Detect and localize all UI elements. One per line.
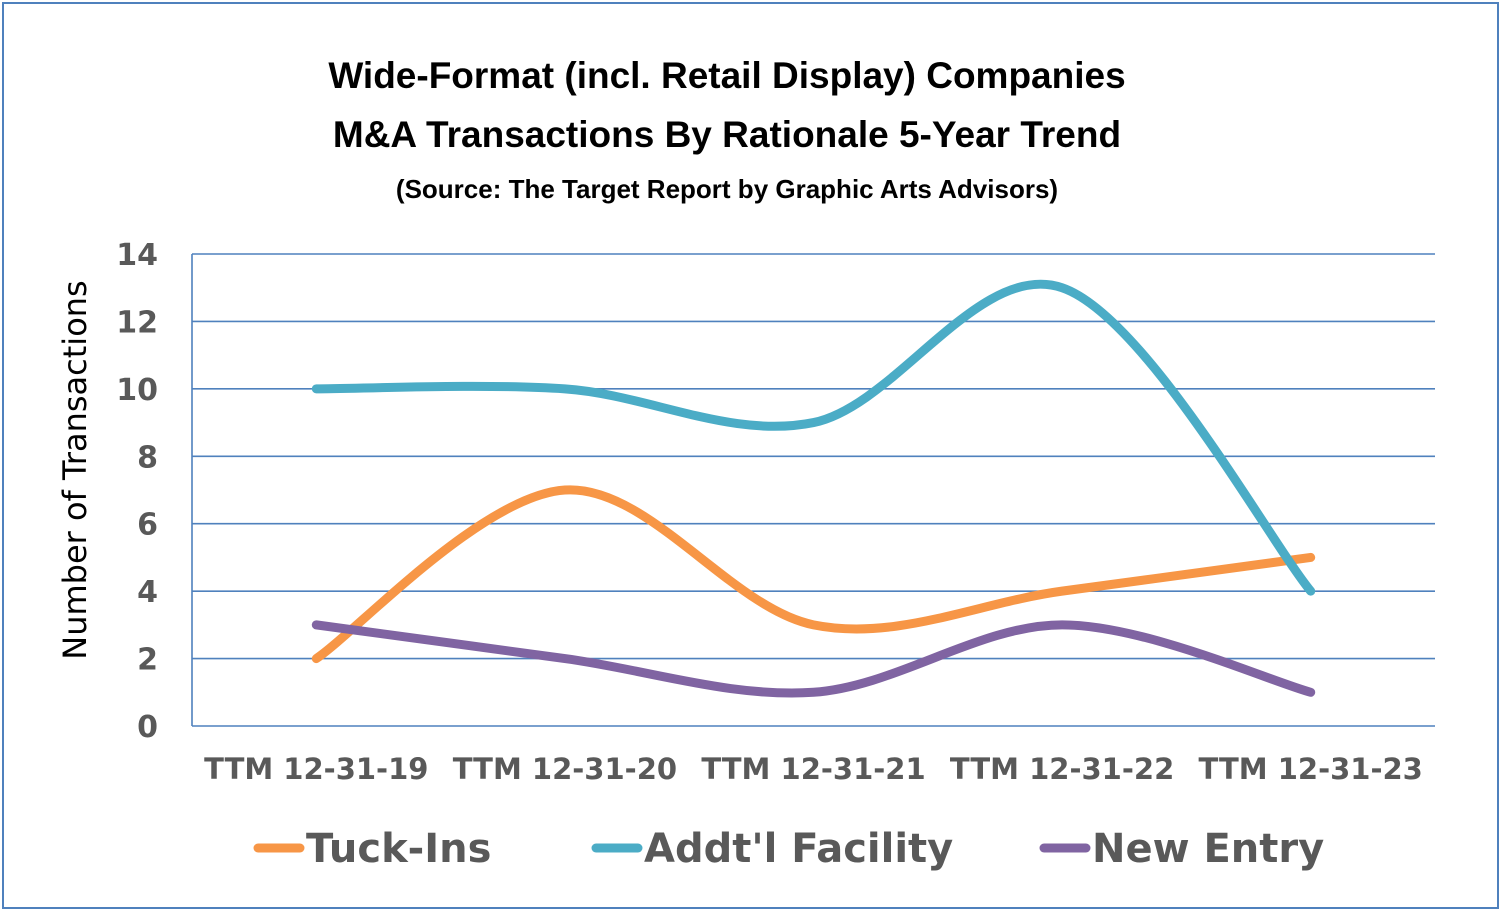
x-tick-label: TTM 12-31-22 (950, 752, 1174, 786)
x-tick-label: TTM 12-31-21 (701, 752, 925, 786)
series-line-tuck-ins (311, 485, 1316, 664)
x-tick-label: TTM 12-31-19 (204, 752, 428, 786)
y-tick-label: 6 (137, 508, 158, 543)
y-tick-label: 14 (116, 238, 158, 273)
y-tick-label: 10 (116, 373, 158, 408)
x-tick-labels: TTM 12-31-19 TTM 12-31-20 TTM 12-31-21 TTM … (204, 752, 1423, 786)
x-tick-label: TTM 12-31-20 (453, 752, 677, 786)
series-line-new-entry (311, 620, 1316, 698)
y-tick-label: 12 (116, 305, 158, 340)
y-tick-label: 0 (137, 710, 158, 745)
series-line-addt-l-facility (311, 279, 1316, 596)
legend-label-addt-l-facility: Addt'l Facility (644, 826, 953, 872)
y-axis-label: Number of Transactions (56, 280, 94, 659)
chart-title-line2: M&A Transactions By Rationale 5-Year Tre… (333, 114, 1121, 155)
legend: Tuck-Ins Addt'l Facility New Entry (253, 826, 1324, 872)
y-tick-label: 4 (137, 575, 158, 610)
legend-label-tuck-ins: Tuck-Ins (306, 826, 491, 872)
grid-lines (191, 253, 1435, 727)
y-tick-labels: 0 2 4 6 8 10 12 14 (116, 238, 158, 745)
chart-subtitle: (Source: The Target Report by Graphic Ar… (396, 174, 1058, 204)
y-tick-label: 2 (137, 643, 158, 678)
legend-label-new-entry: New Entry (1092, 826, 1324, 872)
y-tick-label: 8 (137, 440, 158, 475)
chart-title: Wide-Format (incl. Retail Display) Compa… (328, 55, 1125, 96)
x-tick-label: TTM 12-31-23 (1199, 752, 1423, 786)
series-lines (311, 279, 1316, 698)
